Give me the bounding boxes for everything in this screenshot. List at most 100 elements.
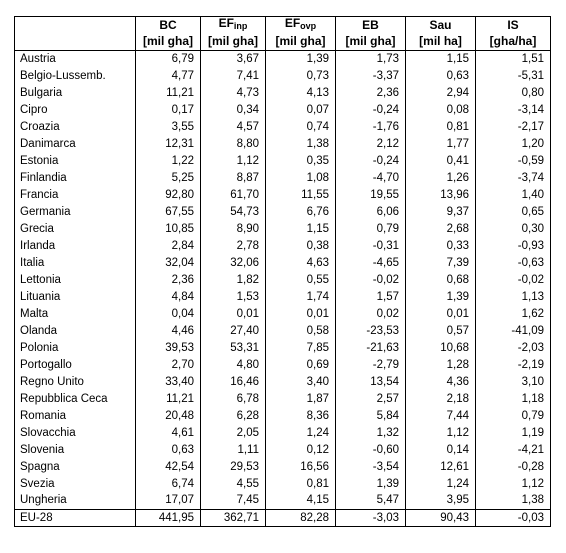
cell-value: 0,02 bbox=[335, 305, 406, 323]
value-text: 4,57 bbox=[236, 120, 259, 133]
value-text: 0,79 bbox=[521, 409, 544, 422]
value-text: 0,74 bbox=[306, 120, 329, 133]
row-label: Lituania bbox=[14, 288, 136, 306]
value-text: 1,53 bbox=[236, 290, 259, 303]
country-name: Danimarca bbox=[20, 137, 76, 150]
value-text: 1,73 bbox=[376, 52, 399, 65]
cell-value: -3,14 bbox=[475, 101, 551, 119]
cell-value: 7,85 bbox=[265, 339, 336, 357]
value-text: 0,04 bbox=[171, 307, 194, 320]
cell-value: -0,93 bbox=[475, 237, 551, 255]
value-text: 0,01 bbox=[446, 307, 469, 320]
value-text: 0,68 bbox=[446, 273, 469, 286]
value-text: 16,46 bbox=[230, 375, 259, 388]
value-text: 0,12 bbox=[306, 443, 329, 456]
table-row: Lettonia 2,36 1,82 0,55 -0,02 0,68 -0,02 bbox=[14, 271, 551, 289]
cell-value: 0,04 bbox=[135, 305, 201, 323]
table-header: BC EFinp EFovp EB Sau IS [mil gha] [mil gha] [m… bbox=[14, 16, 551, 51]
value-text: 1,24 bbox=[306, 426, 329, 439]
value-text: 5,25 bbox=[171, 171, 194, 184]
value-text: 11,21 bbox=[166, 392, 194, 405]
row-label: Romania bbox=[14, 407, 136, 425]
value-text: 0,30 bbox=[521, 222, 544, 235]
column-label: EF bbox=[218, 16, 234, 31]
cell-value: 0,55 bbox=[265, 271, 336, 289]
column-header: Sau bbox=[405, 16, 476, 34]
country-name: Finlandia bbox=[20, 171, 67, 184]
table-row: Italia 32,04 32,06 4,63 -4,65 7,39 -0,63 bbox=[14, 254, 551, 272]
value-text: 2,05 bbox=[236, 426, 259, 439]
country-name: Grecia bbox=[20, 222, 54, 235]
value-text: 0,01 bbox=[306, 307, 329, 320]
value-text: -0,02 bbox=[372, 273, 399, 286]
value-text: 6,74 bbox=[171, 477, 194, 490]
cell-value: 4,80 bbox=[200, 356, 266, 374]
value-text: 92,80 bbox=[165, 188, 194, 201]
value-text: 1,57 bbox=[376, 290, 399, 303]
value-text: 4,73 bbox=[236, 86, 259, 99]
table-row: Germania 67,55 54,73 6,76 6,06 9,37 0,65 bbox=[14, 203, 551, 221]
cell-value: 2,84 bbox=[135, 237, 201, 255]
cell-value: -0,02 bbox=[335, 271, 406, 289]
cell-value: 17,07 bbox=[135, 492, 201, 510]
column-unit: [mil ha] bbox=[405, 33, 476, 51]
cell-value: 3,55 bbox=[135, 118, 201, 136]
value-text: -3,14 bbox=[517, 103, 544, 116]
value-text: -4,21 bbox=[517, 443, 544, 456]
value-text: -0,03 bbox=[517, 511, 544, 524]
value-text: 61,70 bbox=[230, 188, 259, 201]
value-text: 0,69 bbox=[306, 358, 329, 371]
row-label: Bulgaria bbox=[14, 84, 136, 102]
country-name: Germania bbox=[20, 205, 71, 218]
value-text: 3,10 bbox=[521, 375, 544, 388]
value-text: 1,18 bbox=[521, 392, 544, 405]
cell-value: 9,37 bbox=[405, 203, 476, 221]
cell-value: 4,57 bbox=[200, 118, 266, 136]
table-row: Slovacchia 4,61 2,05 1,24 1,32 1,12 1,19 bbox=[14, 424, 551, 442]
table-row: Belgio-Lussemb. 4,77 7,41 0,73 -3,37 0,63 -5,3… bbox=[14, 67, 551, 85]
value-text: 7,85 bbox=[306, 341, 329, 354]
cell-value: -3,37 bbox=[335, 67, 406, 85]
value-text: -0,28 bbox=[517, 460, 544, 473]
cell-value: 0,65 bbox=[475, 203, 551, 221]
value-text: 1,19 bbox=[521, 426, 544, 439]
unit-label: [mil gha] bbox=[345, 34, 396, 49]
table-row: Bulgaria 11,21 4,73 4,13 2,36 2,94 0,80 bbox=[14, 84, 551, 102]
row-label: Repubblica Ceca bbox=[14, 390, 136, 408]
value-text: -0,59 bbox=[517, 154, 544, 167]
cell-value: -2,79 bbox=[335, 356, 406, 374]
row-label: Grecia bbox=[14, 220, 136, 238]
value-text: 4,46 bbox=[171, 324, 194, 337]
cell-value: 0,63 bbox=[135, 441, 201, 459]
row-label: Danimarca bbox=[14, 135, 136, 153]
cell-value: 0,35 bbox=[265, 152, 336, 170]
value-text: 1,39 bbox=[376, 477, 399, 490]
corner bbox=[14, 16, 136, 34]
cell-value: -3,74 bbox=[475, 169, 551, 187]
value-text: 1,12 bbox=[446, 426, 469, 439]
country-name: Regno Unito bbox=[20, 375, 84, 388]
column-label: Sau bbox=[429, 17, 452, 32]
cell-value: 1,57 bbox=[335, 288, 406, 306]
cell-value: 3,95 bbox=[405, 492, 476, 510]
cell-value: 7,45 bbox=[200, 492, 266, 510]
value-text: 5,84 bbox=[376, 409, 399, 422]
value-text: 90,43 bbox=[440, 511, 469, 524]
cell-value: -0,02 bbox=[475, 271, 551, 289]
country-name: Spagna bbox=[20, 460, 60, 473]
cell-value: 82,28 bbox=[265, 509, 336, 527]
cell-value: 4,13 bbox=[265, 84, 336, 102]
cell-value: 1,39 bbox=[265, 50, 336, 68]
value-text: -2,03 bbox=[517, 341, 544, 354]
value-text: 2,57 bbox=[376, 392, 399, 405]
value-text: 16,56 bbox=[300, 460, 329, 473]
country-name: Bulgaria bbox=[20, 86, 63, 99]
cell-value: 10,85 bbox=[135, 220, 201, 238]
table-row: Portogallo 2,70 4,80 0,69 -2,79 1,28 -2,19 bbox=[14, 356, 551, 374]
cell-value: 53,31 bbox=[200, 339, 266, 357]
table-row: Malta 0,04 0,01 0,01 0,02 0,01 1,62 bbox=[14, 305, 551, 323]
value-text: -21,63 bbox=[366, 341, 399, 354]
cell-value: 0,34 bbox=[200, 101, 266, 119]
value-text: 7,44 bbox=[446, 409, 469, 422]
cell-value: 0,14 bbox=[405, 441, 476, 459]
